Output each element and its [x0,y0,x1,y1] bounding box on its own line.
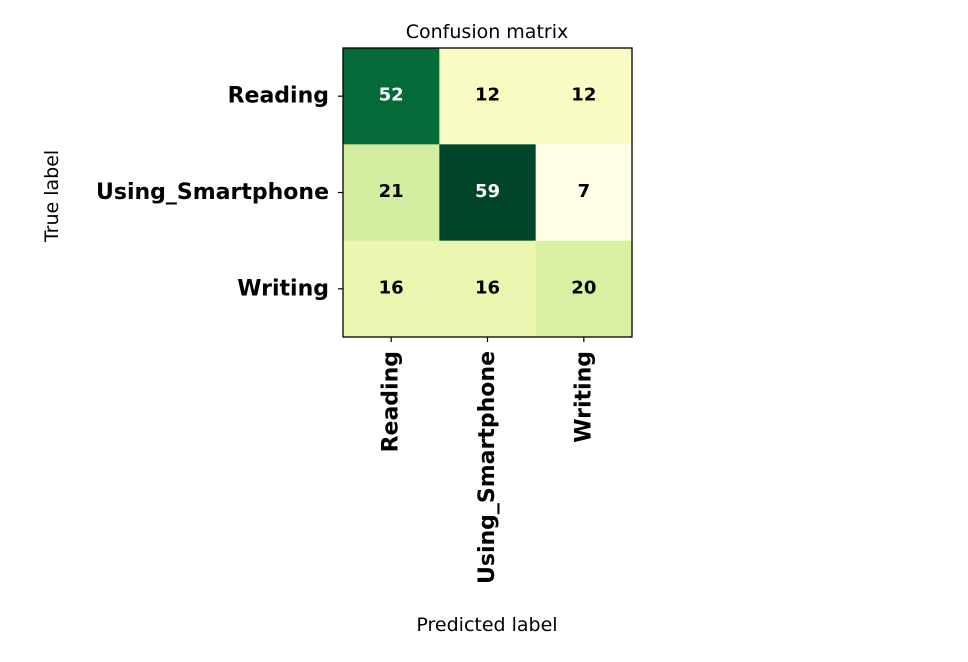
y-axis-label: True label [41,150,63,243]
heatmap-cell [535,48,633,145]
y-tick-label: Reading [228,84,329,109]
y-tick-label: Using_Smartphone [96,180,329,205]
cell-value-label: 21 [379,181,404,202]
x-tick-label: Reading [379,351,404,452]
heatmap-cell [439,144,537,242]
axis-ticks: Reading Using_Smartphone Writing Reading Usi… [96,84,596,584]
heatmap-cell [343,240,440,338]
x-tick-label: Writing [571,351,596,443]
cell-value-label: 16 [475,277,500,298]
cell-value-label: 16 [379,277,404,298]
heatmap-cells: 52 12 12 21 59 7 16 16 20 [343,48,633,338]
y-tick-label: Writing [237,276,329,301]
cell-value-label: 12 [475,85,500,106]
heatmap-cell [535,240,633,338]
heatmap-cell [343,48,440,145]
cell-value-label: 12 [571,85,596,106]
x-axis-label: Predicted label [416,614,557,636]
heatmap-cell [343,144,440,242]
cell-value-label: 20 [571,277,596,298]
heatmap-cell [535,144,633,242]
x-tick-label: Using_Smartphone [475,351,500,584]
cell-value-label: 59 [475,181,500,202]
cell-value-label: 7 [578,181,591,202]
chart-title: Confusion matrix [406,21,568,43]
heatmap-cell [439,48,537,145]
heatmap-cell [439,240,537,338]
cell-value-label: 52 [379,85,404,106]
